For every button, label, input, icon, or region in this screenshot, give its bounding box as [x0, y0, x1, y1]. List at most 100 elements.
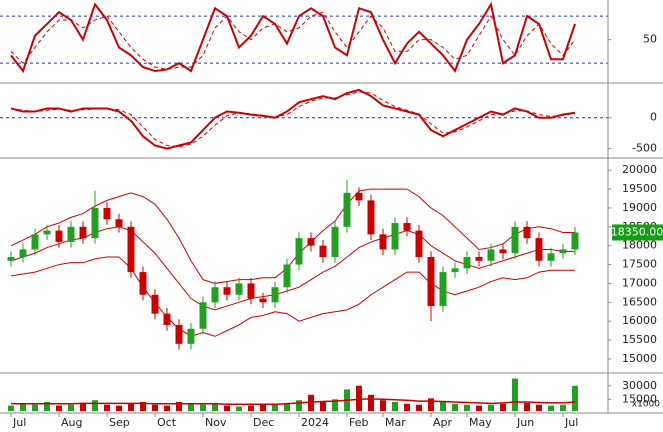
candle-body	[439, 272, 447, 307]
volume-bar	[92, 400, 98, 411]
volume-bar	[140, 402, 146, 411]
x-tick-label: 2024	[301, 416, 329, 429]
volume-bar	[44, 402, 50, 411]
volume-bar	[428, 398, 434, 411]
candle-body	[43, 230, 51, 235]
y-tick-label: 20000	[622, 163, 657, 176]
volume-bar	[8, 405, 14, 411]
volume-bar	[560, 404, 566, 411]
volume-bar	[212, 402, 218, 411]
volume-bar	[416, 404, 422, 411]
y-tick-label: 18000	[622, 239, 657, 252]
candle-body	[343, 192, 351, 227]
candle-body	[535, 238, 543, 261]
volume-unit: x1000	[632, 400, 661, 410]
volume-bar	[392, 402, 398, 411]
candle-body	[259, 298, 267, 303]
candle-body	[283, 264, 291, 288]
candle-body	[67, 226, 75, 242]
x-tick-label: May	[469, 416, 492, 429]
price-label: 18350.00	[611, 225, 663, 238]
candle-body	[247, 283, 255, 299]
x-tick-label: Jun	[516, 416, 534, 429]
y-tick-label: 19500	[622, 182, 657, 195]
candle-body	[199, 302, 207, 329]
y-tick-label: 30000	[622, 379, 657, 392]
candle-body	[175, 324, 183, 344]
volume-bar	[308, 394, 314, 411]
candle-body	[79, 226, 87, 239]
candle-body	[19, 249, 27, 258]
candle-body	[379, 234, 387, 250]
volume-bar	[152, 404, 158, 411]
candle-body	[187, 328, 195, 344]
x-tick-label: Sep	[109, 416, 130, 429]
candle-body	[139, 272, 147, 295]
x-tick-label: Feb	[349, 416, 368, 429]
candle-body	[319, 245, 327, 258]
candle-body	[55, 230, 63, 242]
candle-body	[307, 238, 315, 246]
indicator-line	[10, 11, 576, 70]
candle-body	[211, 287, 219, 303]
y-tick-label: 0	[650, 111, 657, 124]
volume-bar	[236, 406, 242, 411]
candle-body	[271, 287, 279, 303]
candle-body	[151, 294, 159, 314]
volume-bar	[332, 399, 338, 411]
volume-bar	[524, 402, 530, 411]
volume-bar	[104, 404, 110, 411]
candle-body	[463, 257, 471, 269]
y-tick-label: 17500	[622, 258, 657, 271]
x-tick-label: Oct	[157, 416, 177, 429]
volume-bar	[56, 405, 62, 411]
candle-body	[223, 287, 231, 295]
volume-bar	[80, 402, 86, 411]
volume-bar	[176, 402, 182, 411]
candle-body	[475, 257, 483, 261]
y-tick-label: 15500	[622, 333, 657, 346]
volume-bar	[164, 405, 170, 411]
candle-body	[451, 268, 459, 273]
volume-bar	[512, 378, 518, 411]
candle-body	[295, 238, 303, 265]
candle-body	[391, 223, 399, 250]
y-tick-label: 50	[643, 33, 657, 46]
candle-body	[31, 234, 39, 250]
y-tick-label: 19000	[622, 201, 657, 214]
volume-bar	[68, 404, 74, 411]
x-tick-label: Dec	[253, 416, 274, 429]
volume-ma	[11, 398, 576, 405]
candle-body	[487, 249, 495, 261]
y-tick-label: 15000	[622, 392, 657, 405]
bollinger-line	[10, 256, 575, 337]
y-tick-label: 15000	[622, 352, 657, 365]
candle-body	[115, 219, 123, 227]
candle-body	[499, 249, 507, 254]
volume-bar	[272, 403, 278, 411]
volume-bar	[488, 404, 494, 411]
volume-bar	[296, 400, 302, 411]
volume-bar	[572, 385, 578, 411]
candle-body	[559, 249, 567, 254]
candle-body	[415, 230, 423, 258]
candle-body	[127, 226, 135, 273]
price-box	[612, 224, 663, 241]
volume-bar	[356, 385, 362, 411]
volume-bar	[248, 405, 254, 411]
candle-body	[523, 226, 531, 239]
volume-bar	[116, 405, 122, 411]
candle-body	[547, 253, 555, 261]
x-tick-label: Nov	[205, 416, 227, 429]
candle-body	[511, 226, 519, 254]
candle-body	[355, 192, 363, 201]
bollinger-line	[10, 188, 575, 284]
candle-body	[163, 313, 171, 325]
candle-body	[403, 223, 411, 231]
volume-bar	[464, 404, 470, 411]
candle-body	[91, 207, 99, 239]
x-tick-label: Apr	[433, 416, 453, 429]
volume-bar	[20, 403, 26, 411]
y-tick-label: 16500	[622, 295, 657, 308]
x-tick-label: Mar	[385, 416, 406, 429]
